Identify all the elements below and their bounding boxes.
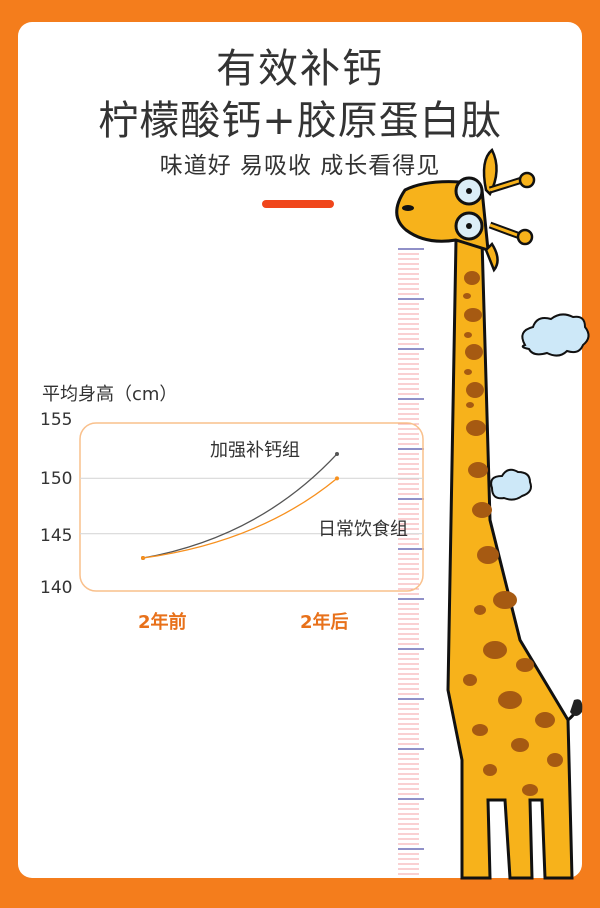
y-tick-label: 140 [40, 578, 73, 598]
series-line [142, 477, 338, 559]
data-point [335, 476, 339, 481]
x-tick-label: 2年前 [138, 612, 187, 633]
series-line [142, 453, 338, 559]
y-tick-label: 145 [40, 526, 73, 546]
y-axis-label: 平均身高（cm） [42, 384, 178, 405]
title-line-1: 有效补钙 [216, 46, 384, 92]
chart-frame [79, 422, 424, 592]
cloud-icon [521, 313, 590, 357]
title-line-2: 柠檬酸钙+胶原蛋白肽 [98, 98, 502, 144]
series-label-daily: 日常饮食组 [318, 519, 408, 540]
cloud-icon [490, 468, 532, 501]
series-label-supplement: 加强补钙组 [210, 440, 300, 461]
height-ruler [398, 248, 424, 875]
subtitle: 味道好 易吸收 成长看得见 [159, 153, 441, 179]
data-point [141, 556, 145, 561]
x-tick-label: 2年后 [300, 612, 349, 633]
accent-bar [262, 200, 334, 208]
data-point [335, 451, 339, 456]
y-tick-label: 150 [40, 469, 73, 489]
y-tick-label: 155 [40, 410, 73, 430]
giraffe-illustration [395, 148, 583, 880]
height-chart [79, 422, 424, 592]
